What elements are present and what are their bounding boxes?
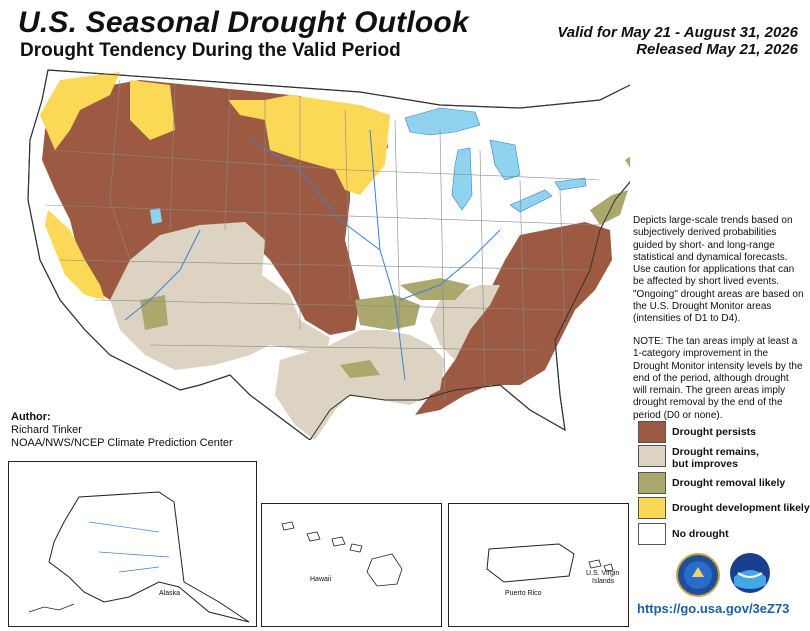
legend-label-improves: Drought remains, but improves: [672, 446, 759, 470]
lake-michigan: [451, 147, 473, 211]
lake-ontario: [554, 177, 587, 191]
lake-superior: [404, 107, 481, 136]
alaska-map: [28, 491, 250, 623]
alaska-label: Alaska: [159, 590, 181, 597]
author-block: Author: Richard Tinker NOAA/NWS/NCEP Cli…: [11, 411, 233, 450]
legend-label-removal: Drought removal likely: [672, 477, 786, 489]
legend-label-persists: Drought persists: [672, 426, 757, 438]
hawaii-inset: Hawaii: [261, 503, 442, 627]
page-title: U.S. Seasonal Drought Outlook: [18, 6, 469, 39]
puerto-rico-inset: Puerto Rico U.S. Virgin Islands: [448, 503, 629, 627]
state-borders: [44, 79, 601, 401]
drought-removal-plains: [355, 295, 420, 330]
author-org: NOAA/NWS/NCEP Climate Prediction Center: [11, 437, 233, 449]
drought-development-california: [45, 210, 105, 300]
drought-development-pnw: [40, 72, 120, 150]
doc-seal-icon: [676, 553, 720, 597]
drought-improves-southwest: [110, 222, 330, 370]
outlook-link[interactable]: https://go.usa.gov/3eZ73: [637, 601, 790, 616]
legend-label-development: Drought development likely: [672, 502, 810, 514]
legend-item-no-drought: No drought: [638, 523, 810, 545]
legend-swatch-no-drought: [638, 523, 666, 545]
map-description: Depicts large-scale trends based on subj…: [633, 215, 804, 325]
map-note: NOTE: The tan areas imply at least a 1-c…: [633, 336, 803, 421]
drought-removal-southwest-spots: [140, 295, 168, 330]
legend-item-development: Drought development likely: [638, 497, 810, 519]
legend-swatch-development: [638, 497, 666, 519]
drought-removal-midatlantic: [590, 190, 628, 225]
hawaii-label: Hawaii: [310, 576, 332, 583]
drought-removal-gulf: [340, 360, 380, 378]
hawaii-map: [281, 521, 403, 587]
missouri-river: [249, 139, 381, 251]
legend-swatch-improves: [638, 445, 666, 467]
drought-development-idaho: [130, 80, 175, 140]
legend-item-removal: Drought removal likely: [638, 472, 810, 494]
author-name: Richard Tinker: [11, 424, 82, 436]
virgin-islands-label-1: U.S. Virgin: [586, 570, 620, 577]
puerto-rico-map: [486, 543, 614, 583]
great-salt-lake: [150, 208, 162, 224]
colorado-river: [124, 229, 201, 321]
virgin-islands-label-2: Islands: [592, 578, 615, 585]
drought-improves-southeast: [430, 285, 500, 360]
conus-map: [27, 69, 630, 440]
valid-period: Valid for May 21 - August 31, 2026: [557, 24, 798, 41]
mississippi-river: [369, 129, 406, 381]
alaska-inset: Alaska: [8, 461, 257, 627]
drought-removal-newengland: [625, 156, 630, 168]
author-heading: Author:: [11, 411, 51, 423]
page-subtitle: Drought Tendency During the Valid Period: [20, 40, 401, 61]
drought-removal-ohio-valley: [400, 278, 470, 300]
ohio-river: [399, 229, 501, 301]
legend-label-no-drought: No drought: [672, 528, 729, 540]
legend-item-improves: Drought remains, but improves: [638, 445, 772, 470]
lake-huron: [489, 139, 521, 181]
legend-swatch-persists: [638, 421, 666, 443]
legend-item-persists: Drought persists: [638, 421, 810, 443]
puerto-rico-label: Puerto Rico: [505, 590, 542, 597]
legend-swatch-removal: [638, 472, 666, 494]
release-date: Released May 21, 2026: [636, 41, 798, 58]
noaa-logo-icon: [730, 553, 770, 593]
